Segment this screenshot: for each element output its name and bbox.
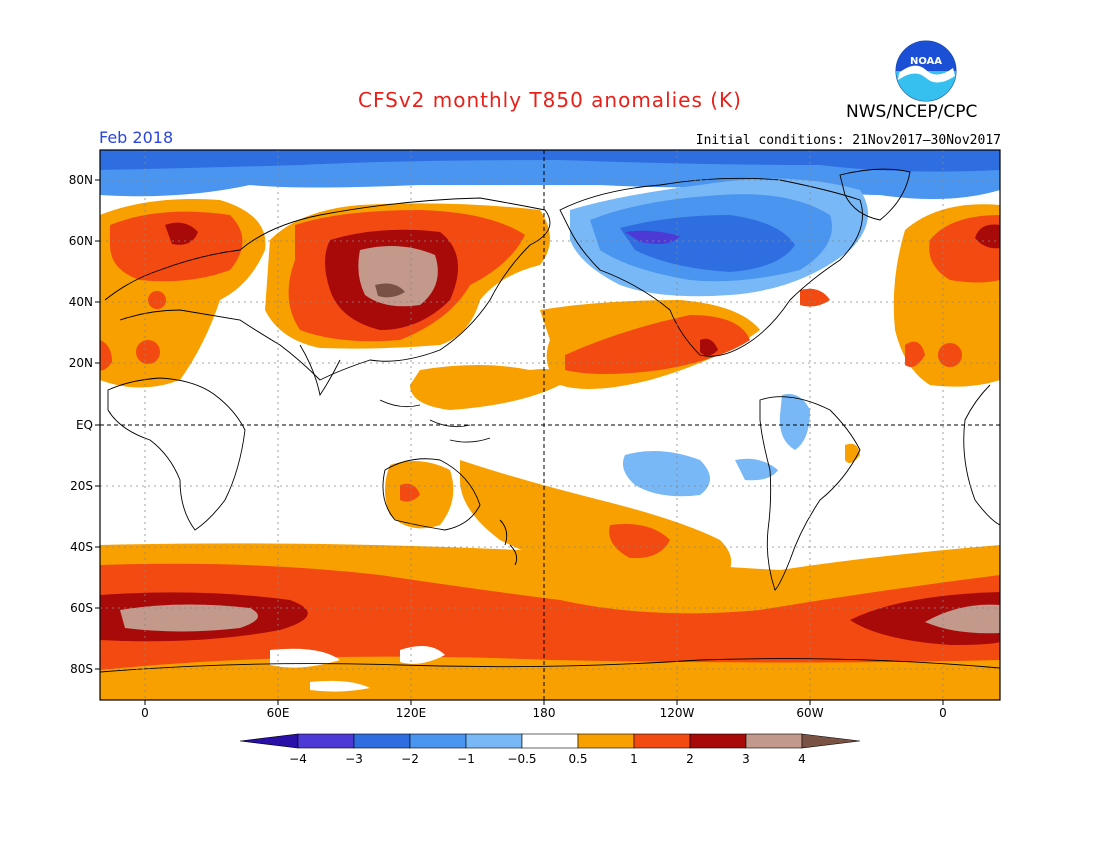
colorbar-cell <box>409 733 467 749</box>
colorbar-cell <box>353 733 411 749</box>
map-title: CFSv2 monthly T850 anomalies (K) <box>358 88 742 112</box>
colorbar-label: −4 <box>289 752 307 766</box>
colorbar-label: 3 <box>742 752 750 766</box>
initial-conditions: Initial conditions: 21Nov2017–30Nov2017 <box>695 133 1001 148</box>
coastlines <box>100 168 1000 673</box>
colorbar-label: −0.5 <box>507 752 537 766</box>
colorbar-label: 2 <box>686 752 694 766</box>
colorbar-cell <box>633 733 691 749</box>
lon-label-180: 180 <box>532 706 556 720</box>
colorbar-arrow-max <box>801 733 860 749</box>
colorbar-label: −2 <box>401 752 419 766</box>
colorbar-label: 4 <box>798 752 806 766</box>
lon-label-0-west: 0 <box>141 706 149 720</box>
forecast-month: Feb 2018 <box>99 128 174 147</box>
colorbar-label: −3 <box>345 752 363 766</box>
lat-label-eq: EQ <box>75 418 93 432</box>
colorbar-arrow-min <box>240 733 299 749</box>
colorbar-cell <box>577 733 635 749</box>
agency-label: NWS/NCEP/CPC <box>846 102 978 122</box>
svg-text:NOAA: NOAA <box>910 56 942 67</box>
colorbar-label: 1 <box>630 752 638 766</box>
lat-lon-grid <box>100 150 1000 700</box>
lon-label-0-east: 0 <box>939 706 947 720</box>
colorbar-label: −1 <box>457 752 475 766</box>
lat-label-20n: 20N <box>68 356 93 370</box>
lon-label-60e: 60E <box>266 706 290 720</box>
lat-label-80n: 80N <box>68 173 93 187</box>
lat-label-20s: 20S <box>70 479 93 493</box>
noaa-logo: NOAA <box>895 40 957 102</box>
colorbar <box>240 733 860 749</box>
colorbar-cell <box>465 733 523 749</box>
colorbar-cell <box>521 733 579 749</box>
lat-label-80s: 80S <box>70 662 93 676</box>
lon-label-60w: 60W <box>796 706 824 720</box>
lat-label-40s: 40S <box>70 540 93 554</box>
lat-label-60n: 60N <box>68 234 93 248</box>
tick-marks <box>95 179 944 705</box>
lon-label-120w: 120W <box>659 706 695 720</box>
colorbar-cell <box>745 733 803 749</box>
lat-label-60s: 60S <box>70 601 93 615</box>
colorbar-cell <box>297 733 355 749</box>
colorbar-cell <box>689 733 747 749</box>
lon-label-120e: 120E <box>395 706 427 720</box>
colorbar-label: 0.5 <box>568 752 588 766</box>
lat-label-40n: 40N <box>68 295 93 309</box>
